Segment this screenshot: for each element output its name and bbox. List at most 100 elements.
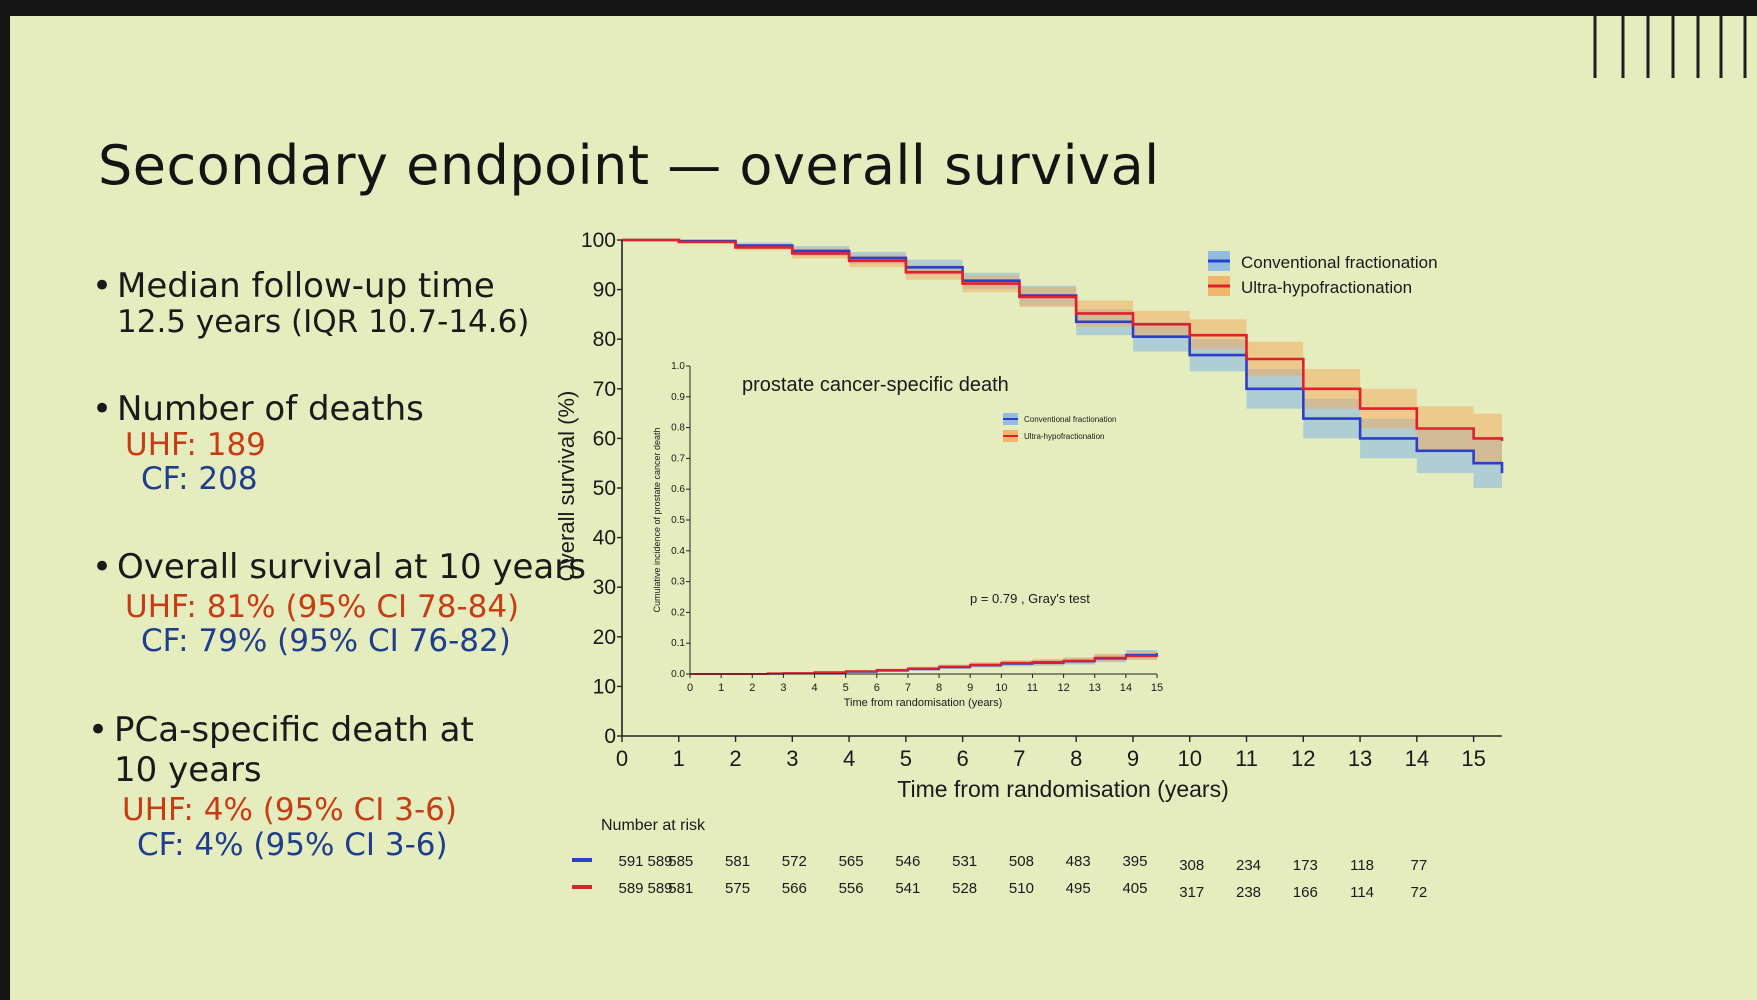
x-tick-label: 15 [1461,746,1485,771]
x-tick-label: 9 [1127,746,1139,771]
inset-x-tick-label: 3 [780,682,786,694]
x-tick-label: 10 [1177,746,1201,771]
risk-count: 234 [1236,857,1261,874]
y-tick-label: 0 [604,725,616,748]
inset-title: prostate cancer-specific death [742,374,1009,396]
inset-x-tick-label: 0 [687,682,693,694]
os-cf: CF: 79% (95% CI 76-82) [141,623,511,659]
main-legend: Conventional fractionation Ultra-hypofrac… [1208,251,1438,297]
x-tick-label: 4 [843,746,855,771]
y-tick-label: 10 [593,675,616,698]
inset-x-tick-label: 15 [1151,682,1163,694]
x-tick-label: 14 [1405,746,1429,771]
survival-curve-ultra-hypo [622,238,1504,441]
x-tick-label: 12 [1291,746,1315,771]
y-axis-label: Overall survival (%) [554,391,579,582]
deaths-heading: Number of deaths [117,389,424,429]
x-tick-label: 13 [1348,746,1372,771]
inset-plot: 0.00.10.20.30.40.50.60.70.80.91.00 1 2 3 4 5 6… [652,361,1163,709]
risk-count: 565 [839,853,864,870]
x-tick-label: 0 [616,746,628,771]
risk-count: 575 [725,880,750,897]
risk-count: 531 [952,853,977,870]
x-axis-label: Time from randomisation (years) [897,776,1228,802]
bullet-marker: • [92,389,113,429]
y-tick-label: 60 [593,427,616,450]
risk-count: 591 [618,853,643,870]
inset-y-tick-label: 0.9 [671,392,685,403]
y-tick-label: 30 [593,576,616,599]
deaths-cf: CF: 208 [141,461,258,497]
followup-heading: Median follow-up time [117,266,495,306]
risk-count: 589 [618,880,643,897]
risk-count: 581 [725,853,750,870]
inset-x-tick-label: 4 [811,682,817,694]
risk-count: 556 [839,880,864,897]
x-tick-label: 11 [1235,746,1258,771]
risk-count: 589 [647,853,672,870]
risk-count: 483 [1066,853,1091,870]
risk-count: 72 [1410,884,1427,901]
inset-y-tick-label: 0.6 [671,484,685,495]
deaths-uhf: UHF: 189 [125,427,266,463]
risk-count: 77 [1410,857,1427,874]
x-tick-label: 3 [786,746,798,771]
x-tick-label: 8 [1070,746,1082,771]
risk-count: 405 [1122,880,1147,897]
risk-count: 541 [895,880,920,897]
risk-count: 495 [1066,880,1091,897]
inset-x-tick-label: 10 [995,682,1007,694]
risk-count: 572 [782,853,807,870]
bullet-marker: • [92,547,113,587]
x-tick-label: 7 [1013,746,1025,771]
inset-x-tick-label: 7 [905,682,911,694]
pca-heading-line2: 10 years [114,750,262,790]
inset-legend-label: Ultra-hypofractionation [1024,432,1104,441]
y-tick-label: 80 [593,328,616,351]
inset-x-tick-label: 14 [1120,682,1132,694]
number-at-risk-label: Number at risk [601,817,706,834]
risk-count: 395 [1122,853,1147,870]
risk-count: 173 [1293,857,1318,874]
inset-y-axis-label: Cumulative incidence of prostate cancer … [652,427,662,612]
risk-count: 508 [1009,853,1034,870]
inset-x-tick-label: 9 [967,682,973,694]
legend-label: Ultra-hypofractionation [1241,278,1412,297]
inset-x-tick-label: 5 [843,682,849,694]
risk-count: 510 [1009,880,1034,897]
risk-count: 585 [668,853,693,870]
risk-count: 238 [1236,884,1261,901]
risk-count: 546 [895,853,920,870]
inset-x-axis-label: Time from randomisation (years) [844,697,1003,709]
x-tick-label: 1 [673,746,685,771]
inset-x-tick-label: 12 [1057,682,1069,694]
risk-count: 589 [647,880,672,897]
bullet-marker: • [88,710,109,750]
risk-count: 581 [668,880,693,897]
inset-x-tick-label: 11 [1027,682,1038,694]
followup-value: 12.5 years (IQR 10.7-14.6) [117,304,530,340]
y-tick-label: 70 [593,378,616,401]
inset-y-tick-label: 0.5 [671,515,685,526]
y-tick-label: 40 [593,527,616,550]
inset-x-tick-label: 6 [874,682,880,694]
inset-y-tick-label: 0.2 [671,607,685,618]
risk-count: 118 [1350,857,1374,874]
x-tick-label: 5 [900,746,912,771]
x-tick-label: 6 [957,746,969,771]
slide: Secondary endpoint — overall survival • … [10,16,1757,1000]
risk-count: 566 [782,880,807,897]
os-heading: Overall survival at 10 years [117,547,586,587]
inset-y-tick-label: 0.7 [671,453,685,464]
inset-y-tick-label: 0.8 [671,423,685,434]
risk-count: 528 [952,880,977,897]
y-tick-label: 50 [593,477,616,500]
inset-y-tick-label: 0.3 [671,577,685,588]
inset-legend-label: Conventional fractionation [1024,415,1117,424]
decorative-tick-marks [1593,16,1747,78]
legend-label: Conventional fractionation [1241,253,1438,272]
pca-uhf: UHF: 4% (95% CI 3-6) [122,792,457,828]
y-tick-label: 100 [581,229,616,252]
